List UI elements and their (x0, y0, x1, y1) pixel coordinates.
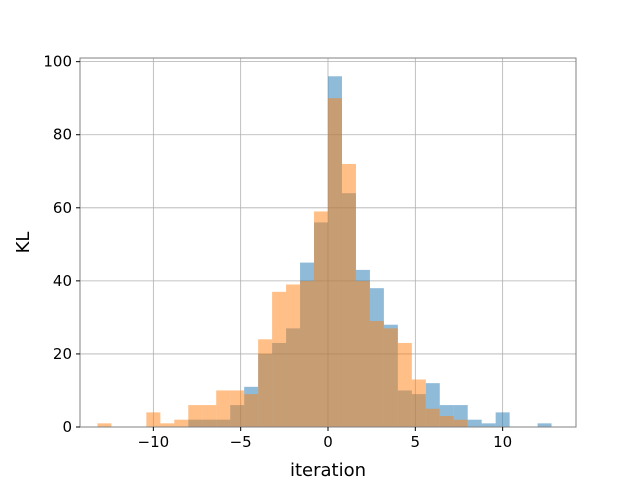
y-axis-label: KL (13, 232, 34, 254)
y-tick-label-1: 20 (53, 345, 72, 363)
bar-series2-bin-17 (369, 321, 384, 427)
bar-series2-bin-10 (272, 291, 287, 427)
bar-series1-bin-21 (481, 423, 496, 427)
bar-series2-bin-15 (341, 163, 356, 427)
histogram-bars (97, 76, 552, 428)
bar-series2-bin-19 (397, 342, 412, 427)
bar-series2-bin-5 (202, 405, 217, 427)
y-tick-label-0: 0 (62, 418, 72, 436)
bar-series2-bin-4 (188, 405, 203, 427)
bar-series2-bin-2 (160, 423, 175, 427)
bar-series2-bin-8 (244, 394, 259, 427)
x-tick-label-4: 10 (493, 433, 512, 451)
x-axis-label: iteration (290, 460, 366, 480)
bar-series2-bin-3 (174, 419, 189, 427)
y-tick-label-4: 80 (53, 126, 72, 144)
x-tick-label-2: 0 (323, 433, 333, 451)
bar-series2-bin-18 (383, 328, 398, 427)
x-tick-label-0: −10 (138, 433, 170, 451)
bar-series2-bin-23 (453, 419, 468, 427)
bar-series2-bin-9 (258, 339, 273, 427)
bar-series2-bin-0 (97, 423, 112, 427)
bar-series2-bin-1 (146, 412, 161, 427)
bar-series2-bin-12 (300, 280, 315, 427)
y-tick-label-5: 100 (43, 53, 72, 71)
bar-series1-bin-20 (467, 419, 482, 427)
bar-series2-bin-13 (314, 211, 328, 427)
bar-series2-bin-11 (286, 284, 301, 427)
bar-series2-bin-16 (355, 280, 370, 427)
x-tick-label-1: −5 (230, 433, 252, 451)
y-tick-label-3: 60 (53, 199, 72, 217)
bar-series2-bin-22 (439, 416, 454, 427)
bar-series1-bin-23 (537, 423, 552, 427)
x-tick-label-3: 5 (411, 433, 421, 451)
bar-series2-bin-14 (328, 98, 342, 428)
y-tick-label-2: 40 (53, 272, 72, 290)
bar-series2-bin-6 (216, 390, 231, 427)
bar-series2-bin-7 (230, 390, 245, 427)
bar-series1-bin-22 (495, 412, 510, 427)
bar-series2-bin-21 (425, 408, 440, 427)
bar-series2-bin-20 (411, 379, 426, 427)
